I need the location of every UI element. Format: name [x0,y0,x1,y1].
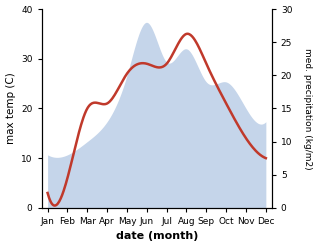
Y-axis label: med. precipitation (kg/m2): med. precipitation (kg/m2) [303,48,313,169]
Y-axis label: max temp (C): max temp (C) [5,73,16,144]
X-axis label: date (month): date (month) [115,231,198,242]
